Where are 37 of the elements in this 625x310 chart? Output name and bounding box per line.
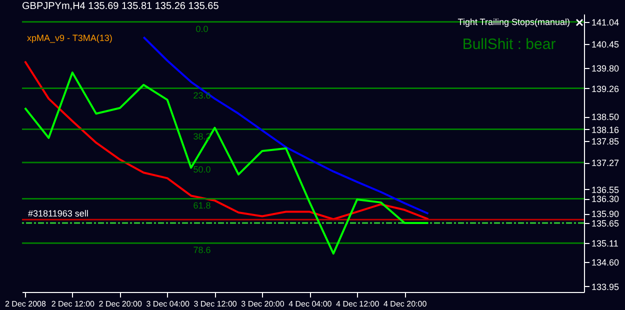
y-tick-label: 135.65 [592,218,620,228]
annotation: 78.6 [193,245,211,256]
annotation: 61.8 [193,200,211,211]
y-tick-label: 140.45 [592,39,620,50]
x-tick-label: 2 Dec 12:00 [51,300,96,308]
x-tick-label: 2 Dec 20:00 [98,300,142,308]
y-tick-label: 133.95 [592,282,620,292]
y-tick-label: 137.27 [592,158,620,168]
y-tick-label: 135.90 [592,209,620,220]
x-tick-label: 3 Dec 04:00 [146,300,190,308]
annotation: Tight Trailing Stops(manual) [458,17,570,27]
x-tick-label: 4 Dec 12:00 [336,300,380,308]
y-tick-label: 137.85 [592,136,620,146]
y-tick-label: 138.50 [592,112,620,122]
y-tick-label: 134.60 [592,258,620,268]
x-tick-label: 2 Dec 2008 [5,300,46,308]
y-tick-label: 135.11 [592,238,618,249]
line-series [24,72,430,255]
annotation: 0.0 [196,24,208,34]
y-tick-label: 141.04 [592,17,620,28]
annotation: xpMA_v9 - T3MA(13) [27,33,112,43]
line-series [24,60,430,220]
x-tick-label: 4 Dec 20:00 [384,300,428,308]
annotation: BullShit : bear [462,36,556,53]
y-tick-label: 139.80 [592,64,620,74]
ref-line-label: #31811963 sell [28,208,88,219]
annotation: 23.6 [193,90,211,100]
y-tick-label: 139.26 [592,84,620,94]
annotation: 50.0 [193,164,211,175]
y-tick-label: 136.30 [592,194,620,204]
y-tick-label: 136.55 [592,184,620,195]
y-tick-label: 138.16 [592,124,620,135]
x-tick-label: 4 Dec 04:00 [288,300,332,308]
x-tick-label: 3 Dec 12:00 [194,300,238,308]
chart-title: GBPJPYm,H4 135.69 135.81 135.26 135.65 [22,1,220,12]
line-series [142,36,430,215]
x-tick-label: 3 Dec 20:00 [241,300,285,308]
